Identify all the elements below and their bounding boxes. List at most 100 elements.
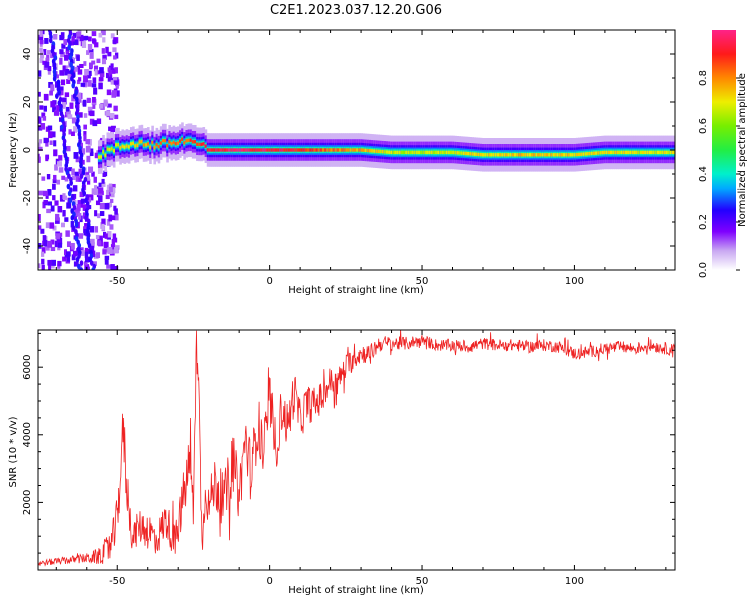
spectrogram-core-cell <box>277 148 280 152</box>
spectrogram-core-cell <box>464 151 468 156</box>
spectrogram-noise-cell <box>57 206 63 213</box>
spectrogram-noise-cell <box>108 69 113 75</box>
spectrogram-core-cell <box>324 148 327 152</box>
spectrogram-core-cell <box>206 148 210 152</box>
spectrogram-noise-cell <box>93 39 97 45</box>
spectrogram-noise-cell <box>57 161 62 167</box>
spectrogram-noise-cell <box>92 96 96 103</box>
spectrogram-noise-cell <box>110 198 114 203</box>
spectrogram-noise-cell <box>53 140 57 147</box>
spectrogram-core-cell <box>100 155 103 159</box>
spectrogram-core-cell <box>650 150 654 155</box>
spectrogram-noise-cell <box>107 51 112 57</box>
spectrogram-noise-cell <box>46 174 51 180</box>
spectrogram-noise-cell <box>93 176 97 183</box>
spectrogram-core-cell <box>571 153 575 157</box>
spectrogram-core-cell <box>174 142 178 146</box>
spectrogram-core-cell <box>179 139 182 143</box>
spectrogram-noise-cell <box>97 236 101 243</box>
spectrogram-core-cell <box>253 148 257 152</box>
spectrogram-core-cell <box>334 148 338 152</box>
spectrogram-noise-cell <box>38 146 43 151</box>
spectrogram-core-cell <box>403 150 406 155</box>
spectrogram-noise-cell <box>97 213 101 219</box>
spectrogram-streak-cell <box>68 197 73 204</box>
spectrogram-core-cell <box>452 150 455 155</box>
spectrogram-noise-cell <box>73 39 79 45</box>
spectrogram-noise-cell <box>75 175 80 182</box>
spectrogram-noise-cell <box>78 168 83 175</box>
spectrogram-core-cell <box>646 150 649 155</box>
spectrogram-core-cell <box>371 149 374 153</box>
spectrogram-core-cell <box>648 150 651 155</box>
spectrogram-core-cell <box>117 143 120 147</box>
spectrogram-noise-cell <box>91 250 96 258</box>
spectrogram-noise-cell <box>41 176 46 181</box>
spectrogram-core-cell <box>142 143 146 147</box>
spectrogram-core-cell <box>449 150 453 155</box>
spectrogram-core-cell <box>264 148 267 152</box>
spectrogram-noise-cell <box>114 247 119 254</box>
spectrogram-core-cell <box>509 153 513 157</box>
spectrogram-core-cell <box>247 148 250 152</box>
spectrogram-core-cell <box>597 151 600 155</box>
spectrogram-noise-cell <box>112 187 116 193</box>
spectrogram-core-cell <box>627 150 630 155</box>
spectrogram-core-cell <box>151 140 154 145</box>
spectrogram-noise-cell <box>61 43 66 49</box>
spectrogram-core-cell <box>204 144 208 148</box>
spectrogram-noise-cell <box>75 31 81 37</box>
spectrogram-noise-cell <box>66 110 71 118</box>
spectrogram-noise-cell <box>50 205 55 212</box>
spectrogram-noise-cell <box>60 222 65 228</box>
spectrogram-streak-cell <box>84 215 88 221</box>
spectrogram-core-cell <box>484 153 487 157</box>
spectrogram-panel: -50 0 50 100 -40 -20 0 20 40 Height of straight … <box>8 29 676 296</box>
spectrogram-noise-cell <box>79 63 84 69</box>
spectrogram-noise-cell <box>67 73 71 81</box>
y-tick-label: 40 <box>22 48 33 61</box>
spectrogram-noise-cell <box>105 72 110 79</box>
spectrogram-core-cell <box>537 153 541 157</box>
spectrogram-core-cell <box>573 153 577 157</box>
spectrogram-noise-cell <box>85 145 91 153</box>
spectrogram-noise-cell <box>70 221 74 228</box>
spectrogram-core-cell <box>296 148 299 152</box>
spectrogram-core-cell <box>125 144 129 148</box>
spectrogram-core-cell <box>234 148 238 152</box>
spectrogram-noise-cell <box>86 50 90 55</box>
spectrogram-core-cell <box>127 145 131 149</box>
spectrogram-streak-cell <box>52 75 57 82</box>
spectrogram-noise-cell <box>99 202 105 210</box>
spectrogram-noise-cell <box>52 195 56 201</box>
spectrogram-noise-cell <box>107 231 112 238</box>
spectrogram-core-cell <box>424 150 427 155</box>
spectrogram-core-cell <box>336 148 340 152</box>
spectrogram-noise-cell <box>94 69 98 76</box>
spectrogram-core-cell <box>639 150 643 155</box>
spectrogram-noise-cell <box>48 131 53 139</box>
spectrogram-noise-cell <box>85 139 91 145</box>
spectrogram-noise-cell <box>108 183 113 188</box>
spectrogram-core-cell <box>567 153 570 157</box>
spectrogram-core-cell <box>609 150 613 155</box>
colorbar-gradient <box>712 30 736 270</box>
spectrogram-core-cell <box>208 148 212 152</box>
spectrogram-noise-cell <box>78 212 82 220</box>
spectrogram-noise-cell <box>108 214 113 222</box>
spectrogram-core-cell <box>332 148 336 152</box>
spectrogram-noise-cell <box>104 203 110 210</box>
spectrogram-noise-cell <box>54 240 59 248</box>
spectrogram-streak-cell <box>71 82 76 89</box>
spectrogram-core-cell <box>620 150 624 155</box>
spectrogram-noise-cell <box>99 71 105 78</box>
spectrogram-noise-cell <box>98 182 103 187</box>
spectrogram-core-cell <box>108 147 112 152</box>
spectrogram-noise-cell <box>55 74 59 79</box>
x-tick-label: 0 <box>266 576 272 587</box>
spectrogram-noise-cell <box>38 37 42 44</box>
spectrogram-noise-cell <box>39 57 44 64</box>
spectrogram-noise-cell <box>73 126 77 133</box>
spectrogram-noise-cell <box>71 254 76 261</box>
spectrogram-core-cell <box>575 152 579 157</box>
